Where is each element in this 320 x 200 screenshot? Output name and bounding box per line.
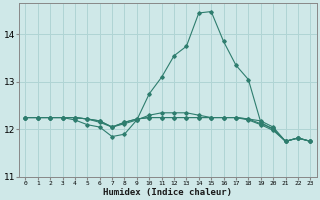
X-axis label: Humidex (Indice chaleur): Humidex (Indice chaleur) [103, 188, 232, 197]
